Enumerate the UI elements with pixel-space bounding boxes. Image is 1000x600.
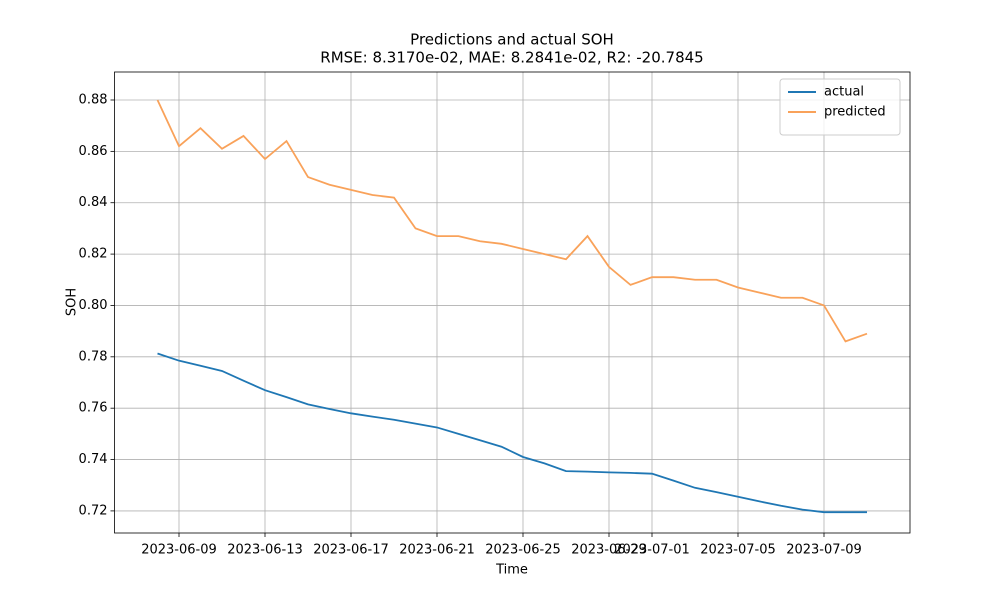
- y-tick-label: 0.82: [79, 247, 108, 262]
- y-tick-label: 0.86: [79, 144, 108, 159]
- x-tick-label: 2023-06-21: [399, 543, 475, 558]
- legend-label: actual: [824, 85, 864, 100]
- y-tick-label: 0.84: [79, 195, 108, 210]
- x-tick-label: 2023-06-13: [227, 543, 303, 558]
- legend: actual predicted: [779, 78, 901, 136]
- y-tick-label: 0.76: [79, 401, 108, 416]
- x-axis-label: Time: [495, 563, 528, 578]
- plot-frame: [114, 71, 911, 534]
- y-tick-label: 0.78: [79, 349, 108, 364]
- x-tick-label: 2023-06-29: [571, 543, 647, 558]
- x-tick-label: 2023-06-25: [485, 543, 561, 558]
- x-tick-label: 2023-07-01: [614, 543, 690, 558]
- y-tick-label: 0.72: [79, 503, 108, 518]
- series-line: [157, 352, 867, 514]
- y-tick-label: 0.80: [79, 298, 108, 313]
- y-axis-label: SOH: [65, 288, 80, 316]
- series-line: [156, 99, 868, 343]
- y-tick-label: 0.88: [79, 92, 108, 107]
- x-tick-label: 2023-06-17: [313, 543, 389, 558]
- x-tick-label: 2023-06-09: [141, 543, 217, 558]
- chart-subtitle: RMSE: 8.3170e-02, MAE: 8.2841e-02, R2: -…: [320, 49, 703, 67]
- x-tick-label: 2023-07-09: [786, 543, 862, 558]
- y-tick-label: 0.74: [79, 452, 108, 467]
- chart-title: Predictions and actual SOH: [410, 31, 614, 49]
- x-tick-label: 2023-07-05: [700, 543, 776, 558]
- legend-label: predicted: [824, 105, 886, 120]
